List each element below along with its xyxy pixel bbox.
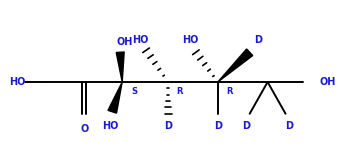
Text: D: D: [242, 121, 250, 131]
Polygon shape: [218, 49, 253, 82]
Text: D: D: [254, 35, 262, 45]
Polygon shape: [116, 52, 124, 82]
Text: R: R: [177, 87, 183, 96]
Text: R: R: [227, 87, 233, 96]
Text: O: O: [80, 124, 88, 134]
Text: S: S: [131, 87, 137, 96]
Text: HO: HO: [182, 35, 198, 45]
Text: D: D: [164, 121, 172, 131]
Text: D: D: [214, 121, 222, 131]
Text: D: D: [286, 121, 294, 131]
Text: HO: HO: [102, 121, 118, 131]
Text: HO: HO: [132, 35, 148, 45]
Text: HO: HO: [9, 77, 25, 87]
Text: OH: OH: [116, 37, 132, 47]
Polygon shape: [108, 82, 122, 113]
Text: OH: OH: [319, 77, 336, 87]
